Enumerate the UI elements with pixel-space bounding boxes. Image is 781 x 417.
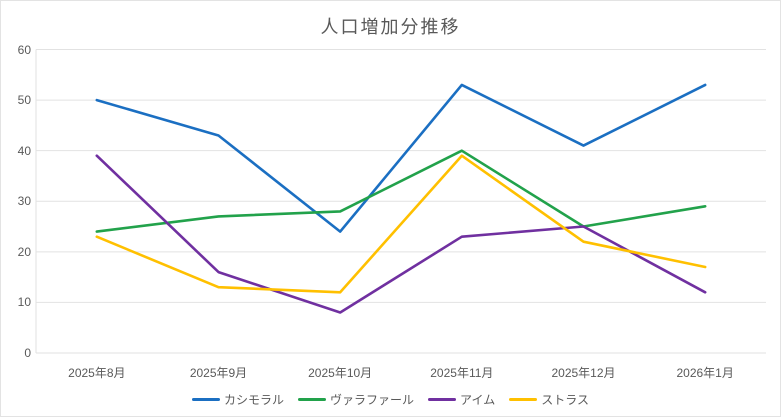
legend-item-3: ストラス <box>509 391 589 408</box>
xtick-label-0: 2025年8月 <box>68 366 126 380</box>
legend-swatch-icon <box>298 398 327 401</box>
ytick-label-40: 40 <box>17 143 31 158</box>
ytick-label-30: 30 <box>17 194 31 209</box>
ytick-label-60: 60 <box>17 42 31 57</box>
xtick-label-1: 2025年9月 <box>189 366 248 380</box>
series-line-2 <box>95 154 707 314</box>
legend-item-1: ヴァラファール <box>298 391 414 408</box>
ytick-label-10: 10 <box>17 295 31 310</box>
legend-label: ストラス <box>541 393 589 407</box>
legend: カシモラル ヴァラファール アイム ストラス <box>1 391 780 408</box>
legend-label: カシモラル <box>224 393 285 407</box>
xtick-label-2: 2025年10月 <box>308 366 373 380</box>
legend-swatch-icon <box>192 398 221 401</box>
series-line-1 <box>95 149 707 233</box>
ytick-label-50: 50 <box>17 93 31 108</box>
chart-title: 人口増加分推移 <box>320 17 461 37</box>
xtick-label-5: 2026年1月 <box>676 366 734 380</box>
xtick-label-4: 2025年12月 <box>551 366 616 380</box>
legend-label: アイム <box>460 393 496 407</box>
legend-item-0: カシモラル <box>192 391 284 408</box>
series-line-0 <box>95 83 707 233</box>
legend-swatch-icon <box>428 398 457 401</box>
legend-swatch-icon <box>509 398 538 401</box>
ytick-label-0: 0 <box>24 346 31 360</box>
ytick-label-20: 20 <box>17 244 31 259</box>
legend-item-2: アイム <box>428 391 495 408</box>
series-line-3 <box>95 154 707 294</box>
xtick-label-3: 2025年11月 <box>430 366 494 380</box>
legend-label: ヴァラファール <box>330 393 415 407</box>
